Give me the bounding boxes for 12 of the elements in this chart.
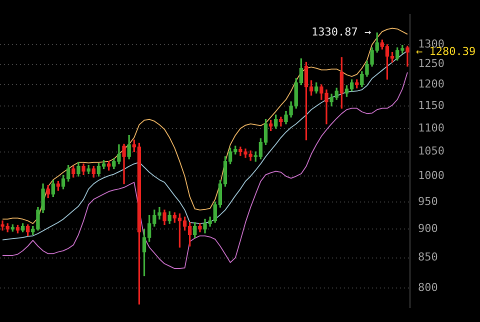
- y-tick-label: 1250: [418, 57, 444, 70]
- y-tick-label: 1200: [418, 78, 444, 91]
- y-tick-label: 800: [418, 281, 438, 294]
- y-tick-label: 1150: [418, 98, 444, 112]
- y-tick-label: 950: [418, 194, 438, 208]
- y-tick-label: 1000: [418, 169, 444, 182]
- annotation: 1330.87 →: [311, 26, 372, 39]
- y-tick-label: 850: [418, 250, 438, 264]
- y-tick-label: 1100: [418, 121, 444, 134]
- y-tick-label: 900: [418, 222, 438, 235]
- candlestick: [406, 46, 410, 67]
- y-tick-label: 1050: [418, 144, 444, 158]
